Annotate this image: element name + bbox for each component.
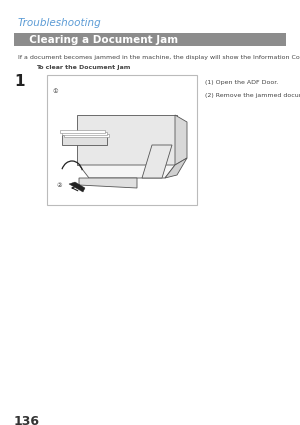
Polygon shape <box>175 115 187 165</box>
Polygon shape <box>60 130 105 133</box>
Bar <box>47 75 197 205</box>
Polygon shape <box>79 178 137 188</box>
Polygon shape <box>69 182 85 192</box>
Polygon shape <box>165 158 187 178</box>
Text: Troubleshooting: Troubleshooting <box>18 18 102 28</box>
Text: ①: ① <box>52 88 58 94</box>
Polygon shape <box>64 134 109 137</box>
Text: To clear the Document Jam: To clear the Document Jam <box>36 65 130 70</box>
Polygon shape <box>77 115 177 165</box>
Polygon shape <box>62 132 107 135</box>
Polygon shape <box>62 135 107 145</box>
Text: (1) Open the ADF Door.: (1) Open the ADF Door. <box>205 80 278 85</box>
Polygon shape <box>79 165 175 178</box>
Text: If a document becomes jammed in the machine, the display will show the Informati: If a document becomes jammed in the mach… <box>18 55 300 60</box>
Text: ②: ② <box>56 182 62 187</box>
Text: 136: 136 <box>14 415 40 425</box>
Text: (2) Remove the jammed document.: (2) Remove the jammed document. <box>205 93 300 98</box>
Polygon shape <box>142 145 172 178</box>
Text: 1: 1 <box>14 74 25 89</box>
Bar <box>14 33 286 46</box>
Text: Clearing a Document Jam: Clearing a Document Jam <box>22 34 178 45</box>
